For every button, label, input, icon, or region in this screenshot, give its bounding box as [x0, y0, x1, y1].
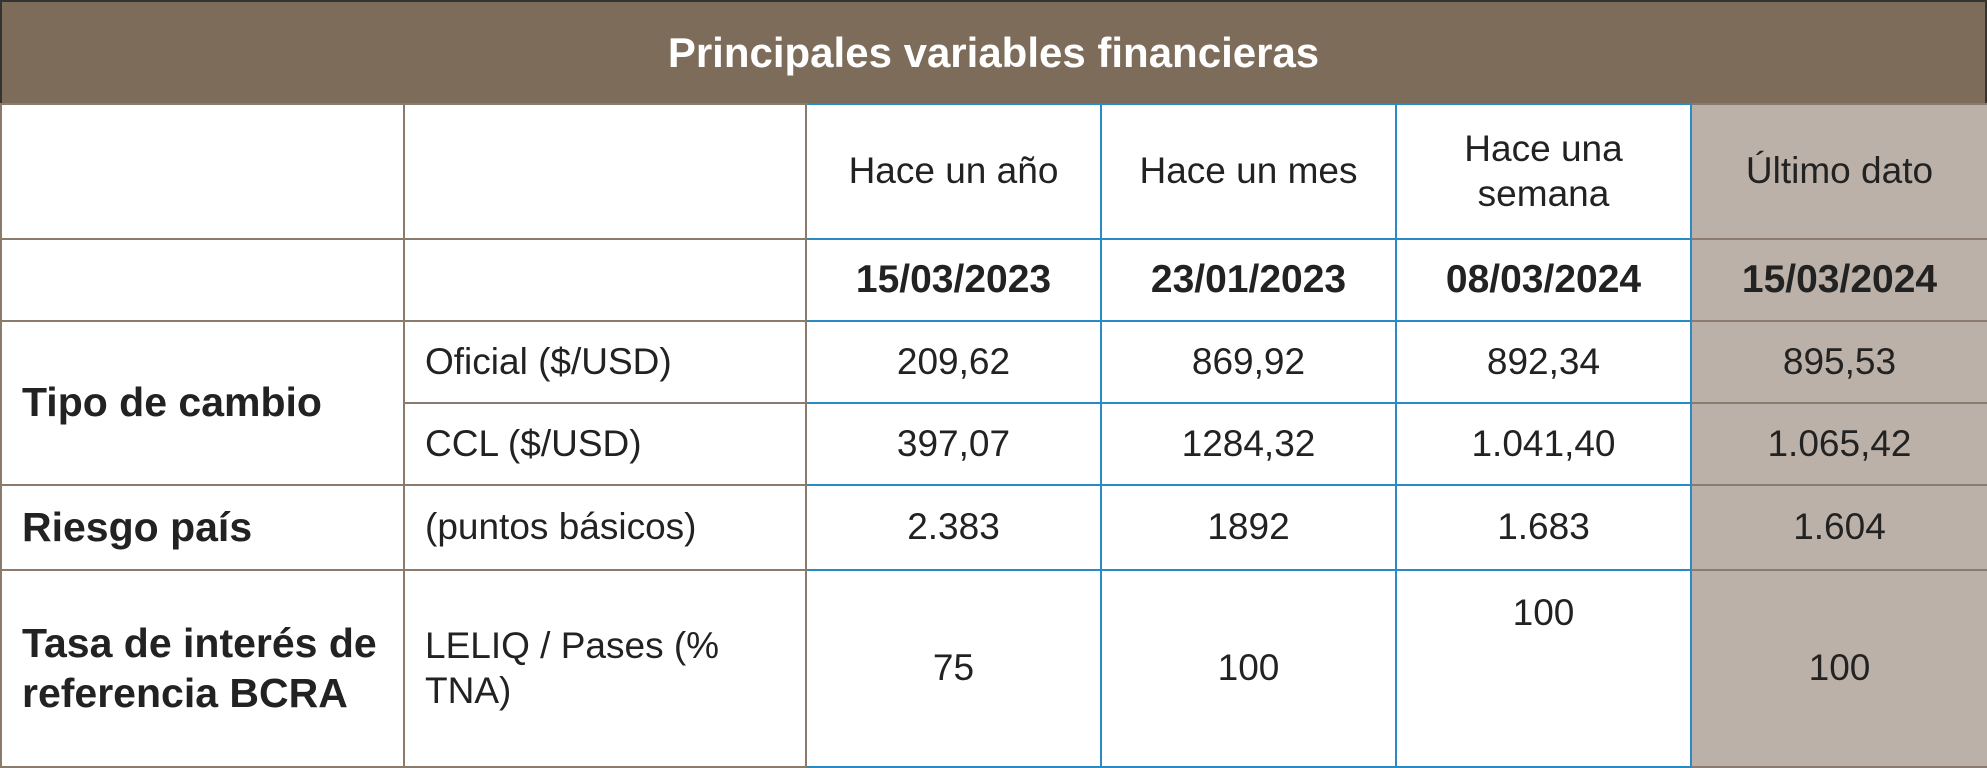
data-row: Tasa de interés de referencia BCRA LELIQ …	[0, 569, 1987, 768]
value-cell: 100	[1690, 569, 1987, 768]
data-row: Riesgo país (puntos básicos) 2.383 1892 1.68…	[0, 484, 1987, 571]
value-cell: 209,62	[805, 320, 1102, 404]
value-cell: 100	[1395, 569, 1692, 768]
date-row: 15/03/2023 23/01/2023 08/03/2024 15/03/2024	[0, 238, 1987, 322]
value-cell: 2.383	[805, 484, 1102, 571]
group-label: Riesgo país	[0, 484, 405, 571]
row-label: CCL ($/USD)	[403, 402, 807, 486]
value-cell: 895,53	[1690, 320, 1987, 404]
value-cell: 1.041,40	[1395, 402, 1692, 486]
header-row: Hace un año Hace un mes Hace una semana Últ…	[0, 103, 1987, 240]
value-cell: 100	[1100, 569, 1397, 768]
table-title: Principales variables financieras	[0, 0, 1987, 103]
row-label: (puntos básicos)	[403, 484, 807, 571]
value-cell: 1284,32	[1100, 402, 1397, 486]
date-cell: 23/01/2023	[1100, 238, 1397, 322]
value-cell: 892,34	[1395, 320, 1692, 404]
empty-cell	[0, 238, 405, 322]
value-cell: 1.065,42	[1690, 402, 1987, 486]
group-label: Tasa de interés de referencia BCRA	[0, 569, 405, 768]
data-row: CCL ($/USD) 397,07 1284,32 1.041,40 1.065,42	[1, 402, 1987, 486]
value-cell: 75	[805, 569, 1102, 768]
column-header: Hace un año	[805, 103, 1102, 240]
date-cell: 15/03/2024	[1690, 238, 1987, 322]
column-header: Hace una semana	[1395, 103, 1692, 240]
value-cell: 1892	[1100, 484, 1397, 571]
column-header: Hace un mes	[1100, 103, 1397, 240]
empty-cell	[403, 238, 807, 322]
row-label: Oficial ($/USD)	[403, 320, 807, 404]
value-cell: 397,07	[805, 402, 1102, 486]
data-table: Hace un año Hace un mes Hace una semana Últ…	[0, 103, 1987, 768]
date-cell: 15/03/2023	[805, 238, 1102, 322]
date-cell: 08/03/2024	[1395, 238, 1692, 322]
value-cell: 1.683	[1395, 484, 1692, 571]
table-body: Hace un año Hace un mes Hace una semana Últ…	[0, 103, 1987, 768]
data-row: Tipo de cambio Oficial ($/USD) 209,62 869,9…	[0, 320, 1987, 486]
row-label: LELIQ / Pases (% TNA)	[403, 569, 807, 768]
column-header: Último dato	[1690, 103, 1987, 240]
value-cell: 1.604	[1690, 484, 1987, 571]
group-label: Tipo de cambio	[0, 320, 405, 486]
empty-cell	[403, 103, 807, 240]
value-cell: 869,92	[1100, 320, 1397, 404]
empty-cell	[0, 103, 405, 240]
